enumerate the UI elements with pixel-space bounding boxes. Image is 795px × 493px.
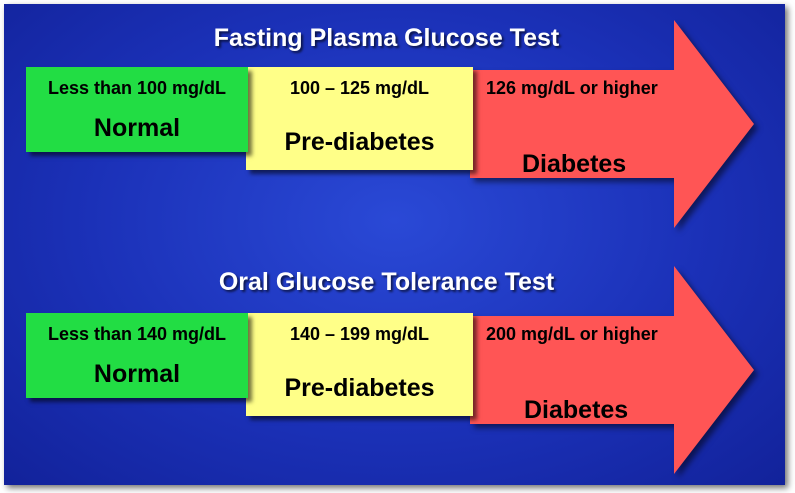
prediabetes-range-oral: 140 – 199 mg/dL <box>289 324 430 344</box>
prediabetes-box-fasting <box>246 67 473 170</box>
diabetes-label-oral: Diabetes <box>524 396 629 424</box>
normal-range-fasting: Less than 100 mg/dL <box>47 78 227 98</box>
diabetes-range-fasting: 126 mg/dL or higher <box>486 78 658 98</box>
normal-label-fasting: Normal <box>93 114 181 142</box>
normal-box-fasting <box>26 67 248 152</box>
normal-label-oral: Normal <box>93 360 181 388</box>
prediabetes-label-oral: Pre-diabetes <box>284 374 435 402</box>
normal-box-oral <box>26 313 248 398</box>
prediabetes-label-fasting: Pre-diabetes <box>284 128 435 156</box>
oral-test-title: Oral Glucose Tolerance Test <box>218 268 555 296</box>
diabetes-range-oral: 200 mg/dL or higher <box>486 324 658 344</box>
slide: Fasting Plasma Glucose Test Less than 10… <box>4 4 785 485</box>
diabetes-label-fasting: Diabetes <box>522 150 627 178</box>
prediabetes-box-oral <box>246 313 473 416</box>
prediabetes-range-fasting: 100 – 125 mg/dL <box>289 78 430 98</box>
diabetes-arrow-oral <box>470 266 754 474</box>
diabetes-arrow-fasting <box>470 20 754 228</box>
normal-range-oral: Less than 140 mg/dL <box>47 324 227 344</box>
fasting-test-title: Fasting Plasma Glucose Test <box>213 24 560 52</box>
